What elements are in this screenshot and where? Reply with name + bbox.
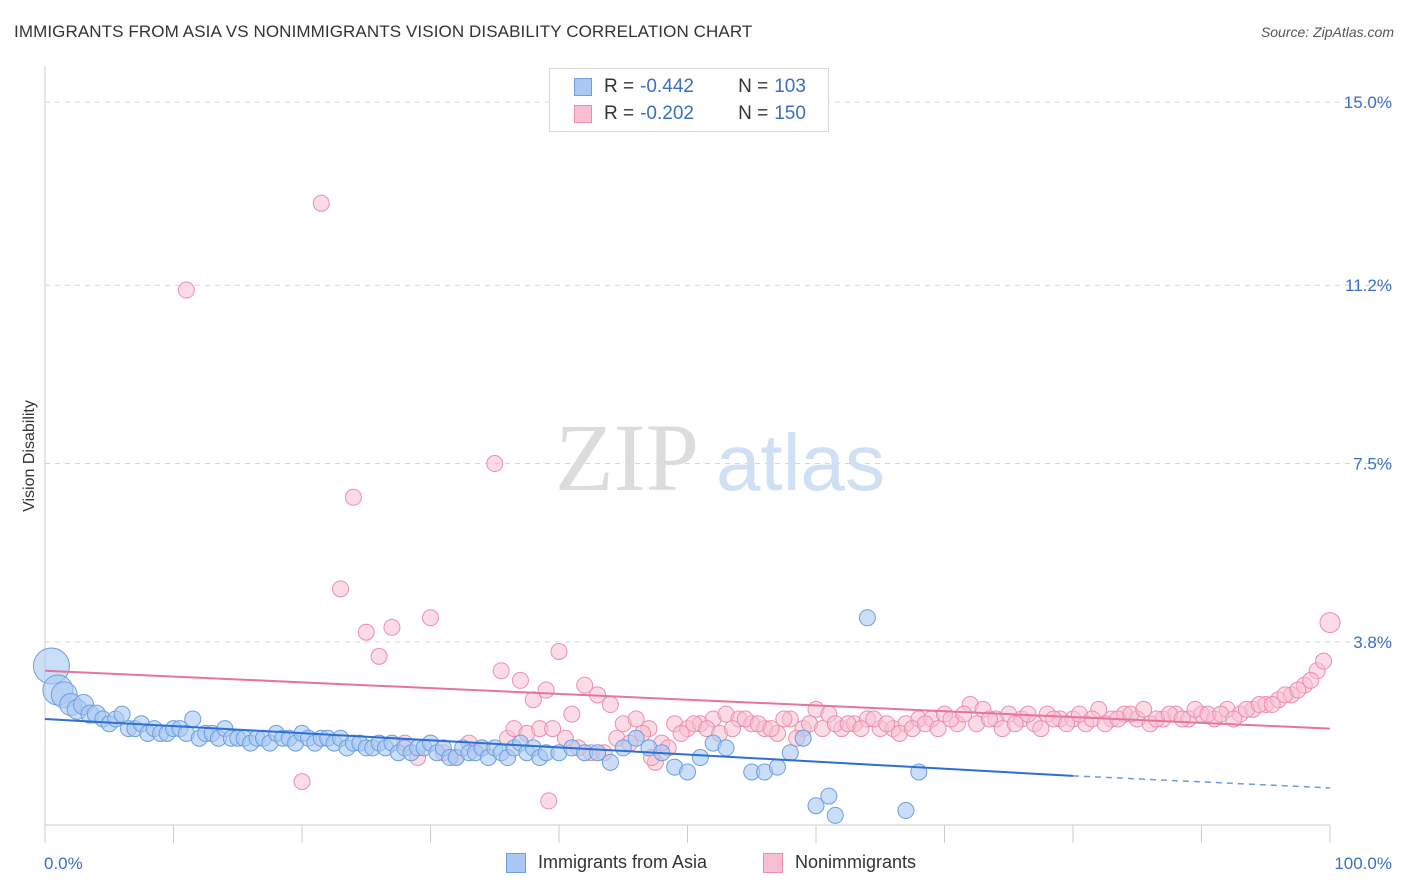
nonimmigrant-point <box>878 715 896 733</box>
grid-lines <box>45 101 1392 643</box>
x-tick-label: 0.0% <box>44 854 83 873</box>
nonimmigrant-point <box>344 488 362 506</box>
nonimmigrant-point <box>486 455 504 473</box>
source-label: Source: ZipAtlas.com <box>1260 24 1394 40</box>
y-tick-label: 11.2% <box>1345 276 1392 295</box>
nonimmigrant-point <box>762 720 780 738</box>
x-tick-labels: 0.0% 100.0% <box>44 854 1392 873</box>
nonimmigrant-point <box>601 696 619 714</box>
nonimmigrant-point <box>929 720 947 738</box>
nonimmigrant-point <box>357 623 375 641</box>
legend-row-immigrants: R = -0.442 N = 103 <box>574 74 806 100</box>
immigrant-point <box>858 609 876 627</box>
legend-swatch-blue <box>574 78 592 96</box>
bottom-legend: Immigrants from Asia Nonimmigrants <box>0 852 1406 876</box>
nonimmigrant-point <box>672 724 690 742</box>
immigrant-point <box>820 787 838 805</box>
nonimmigrant-point <box>511 671 529 689</box>
immigrant-point <box>897 802 915 820</box>
immigrants-trend-extension <box>1072 775 1331 789</box>
chart-title: IMMIGRANTS FROM ASIA VS NONIMMIGRANTS VI… <box>14 22 753 41</box>
legend-r-value: -0.202 <box>640 103 694 124</box>
y-tick-label: 7.5% <box>1353 455 1392 474</box>
legend-n-label: N = <box>738 103 769 124</box>
bottom-legend-swatch-pink <box>763 852 783 873</box>
nonimmigrant-point <box>852 720 870 738</box>
y-tick-labels: 3.8% 7.5% 11.2% 15.0% <box>1344 93 1392 652</box>
legend-row-nonimmigrants: R = -0.202 N = 150 <box>574 101 806 127</box>
trend-lines <box>44 669 1331 789</box>
nonimmigrant-point <box>1263 696 1281 714</box>
axes <box>44 66 1331 843</box>
immigrant-point <box>601 753 619 771</box>
nonimmigrant-point <box>1006 715 1024 733</box>
watermark-zip: ZIP <box>555 404 699 511</box>
nonimmigrant-point <box>422 609 439 627</box>
nonimmigrant-point <box>293 773 311 791</box>
nonimmigrant-point <box>524 691 542 709</box>
legend-swatch-pink <box>574 105 592 123</box>
immigrant-point <box>826 806 844 824</box>
legend-n-value: 150 <box>774 103 806 124</box>
bottom-legend-swatch-blue <box>506 852 526 873</box>
nonimmigrant-point <box>1135 700 1153 718</box>
stats-legend: R = -0.442 N = 103 R = -0.202 N = 150 <box>549 68 829 132</box>
watermark-atlas: atlas <box>716 418 885 507</box>
y-axis-label: Vision Disability <box>21 400 38 512</box>
immigrant-point <box>717 739 735 757</box>
nonimmigrant-point <box>544 720 562 738</box>
immigrant-point <box>679 763 696 781</box>
nonimmigrant-point <box>550 643 568 661</box>
nonimmigrant-point <box>492 662 510 680</box>
nonimmigrant-point <box>177 281 195 299</box>
immigrants-trend-line <box>44 717 1074 777</box>
nonimmigrant-point <box>1319 612 1341 634</box>
nonimmigrant-point <box>980 710 998 728</box>
bottom-legend-label-immigrants: Immigrants from Asia <box>538 852 708 872</box>
nonimmigrant-point <box>1302 671 1320 689</box>
legend-n-label: N = <box>738 76 769 97</box>
nonimmigrant-point <box>312 194 330 212</box>
legend-r-value: -0.442 <box>640 76 694 97</box>
immigrant-point <box>113 705 131 723</box>
nonimmigrant-point <box>537 681 555 699</box>
bottom-legend-immigrants[interactable]: Immigrants from Asia <box>506 852 707 873</box>
nonimmigrant-point <box>563 705 581 723</box>
nonimmigrant-point <box>576 676 594 694</box>
immigrant-point <box>184 710 202 728</box>
nonimmigrant-point <box>1315 652 1333 670</box>
nonimmigrant-point <box>1225 710 1243 728</box>
nonimmigrant-point <box>332 580 350 598</box>
legend-r-label: R = <box>604 103 635 124</box>
nonimmigrants-trend-line <box>44 669 1331 730</box>
immigrants-points <box>32 609 928 824</box>
immigrant-point <box>691 749 709 767</box>
legend-r-label: R = <box>604 76 635 97</box>
nonimmigrant-point <box>540 792 558 810</box>
immigrant-point <box>807 797 825 815</box>
nonimmigrant-point <box>370 647 388 665</box>
bottom-legend-label-nonimmigrants: Nonimmigrants <box>795 852 917 872</box>
nonimmigrant-point <box>1032 720 1050 738</box>
legend-n-value: 103 <box>774 76 806 97</box>
bottom-legend-nonimmigrants[interactable]: Nonimmigrants <box>763 852 916 873</box>
nonimmigrant-point <box>1289 681 1307 699</box>
watermark: ZIP atlas <box>555 404 885 511</box>
nonimmigrant-point <box>723 720 741 738</box>
y-tick-label: 15.0% <box>1344 93 1392 112</box>
x-tick-label: 100.0% <box>1334 854 1392 873</box>
nonimmigrant-point <box>383 618 401 636</box>
immigrant-point <box>627 729 645 747</box>
immigrant-point <box>781 744 799 762</box>
nonimmigrant-point <box>955 705 973 723</box>
nonimmigrant-point <box>775 710 793 728</box>
nonimmigrant-point <box>627 710 645 728</box>
immigrant-point <box>794 729 812 747</box>
y-tick-label: 3.8% <box>1353 633 1392 652</box>
immigrant-point <box>768 758 786 776</box>
